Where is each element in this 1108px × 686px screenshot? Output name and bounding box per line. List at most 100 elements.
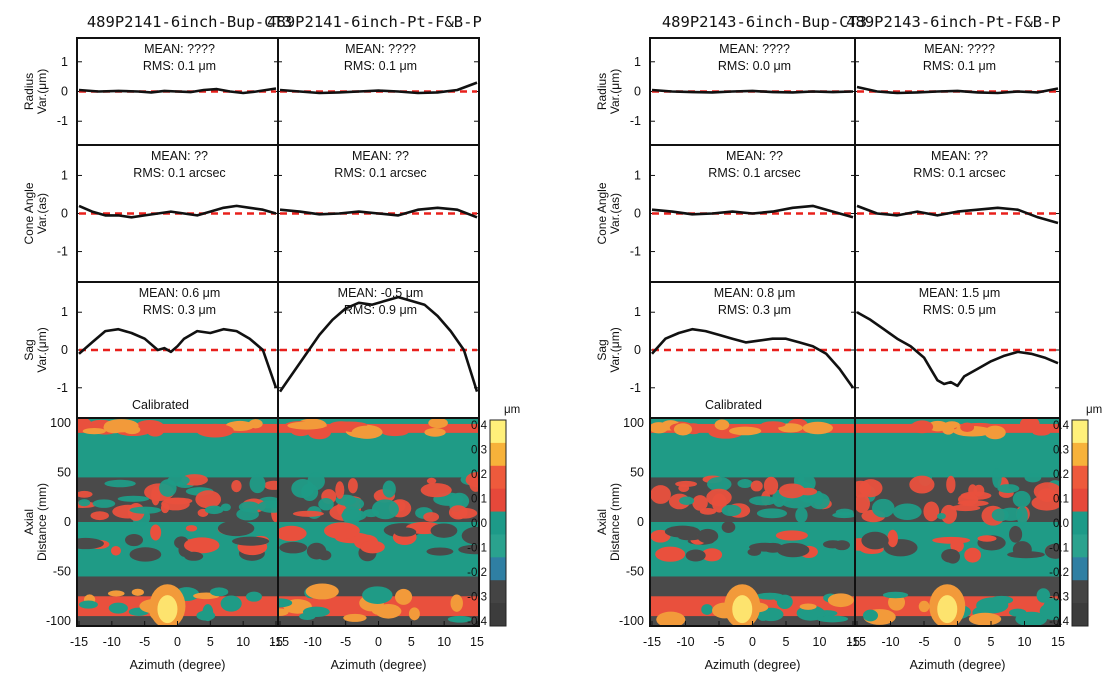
y-tick-label: 50 <box>630 465 644 479</box>
heatmap-blob <box>77 418 92 431</box>
y-tick-label: 1 <box>61 305 68 319</box>
colorbar-tick-label: -0.3 <box>467 592 487 604</box>
x-tick-label-left: 5 <box>783 635 790 649</box>
heatmap-blob <box>888 594 906 611</box>
x-tick-label-right: 5 <box>408 635 415 649</box>
colorbar-tick-label: 0.3 <box>1053 445 1069 457</box>
y-axis-label-line2: Distance (mm) <box>608 483 622 561</box>
heatmap-blob <box>656 611 686 626</box>
colorbar-segment <box>490 488 506 513</box>
heatmap-blob <box>278 598 293 608</box>
heatmap-blob <box>426 547 454 556</box>
y-tick-label: 100 <box>623 416 644 430</box>
heatmap-blob <box>129 506 162 514</box>
x-tick-label-right: 0 <box>954 635 961 649</box>
colorbar-tick-label: -0.2 <box>1049 567 1069 579</box>
y-axis-label-line2: Var.(μm) <box>35 327 49 372</box>
heatmap-blob <box>737 479 753 489</box>
stat-rms-label: RMS: 0.1 arcsec <box>913 166 1005 180</box>
colorbar-unit: μm <box>504 404 520 416</box>
y-axis-label-line1: Radius <box>595 73 609 110</box>
heatmap-blob <box>371 499 399 520</box>
heatmap-blob <box>855 494 870 514</box>
y-tick-label: 1 <box>61 168 68 182</box>
heatmap-blob <box>827 593 854 608</box>
heatmap-blob <box>123 425 141 435</box>
colorbar-segment <box>490 534 506 558</box>
heatmap-hotspot-core <box>157 595 178 624</box>
heatmap-blob <box>977 535 997 542</box>
stat-rms-label: RMS: 0.1 arcsec <box>334 166 426 180</box>
stat-mean-label: MEAN: ?? <box>151 149 208 163</box>
x-tick-label-right: -10 <box>881 635 899 649</box>
heatmap-blob <box>756 508 788 519</box>
chart-title-right: 489P2143-6inch-Pt-F&B-P <box>846 13 1061 31</box>
colorbar-segment <box>1072 511 1088 535</box>
series-line <box>78 87 277 95</box>
heatmap-blob <box>892 503 922 521</box>
heatmap-blob <box>685 549 706 562</box>
y-tick-label: 0 <box>61 343 68 357</box>
series-line <box>651 204 854 219</box>
heatmap-blob <box>678 484 690 493</box>
x-tick-label-left: -10 <box>676 635 694 649</box>
colorbar-tick-label: -0.4 <box>1049 616 1069 628</box>
heatmap-blob <box>942 424 955 435</box>
heatmap-blob <box>318 497 334 511</box>
heatmap-blob <box>108 602 128 614</box>
colorbar-unit: μm <box>1086 404 1102 416</box>
heatmap-blob <box>673 423 693 436</box>
heatmap-blob <box>655 546 686 562</box>
heatmap-blob <box>1024 472 1042 483</box>
colorbar-tick-label: 0.1 <box>471 494 487 506</box>
heatmap-blob <box>196 423 234 438</box>
figure-right-group: 489P2143-6inch-Bup-CT3489P2143-6inch-Pt-… <box>595 13 1102 672</box>
heatmap-blob <box>302 606 330 617</box>
stat-rms-label: RMS: 0.3 μm <box>143 303 216 317</box>
heatmap-blob <box>163 497 193 505</box>
heatmap-blob <box>909 475 935 494</box>
heatmap-blob <box>291 479 315 499</box>
heatmap-blob <box>1012 490 1031 508</box>
heatmap-blob <box>231 480 242 493</box>
stat-mean-label: MEAN: 0.6 μm <box>139 286 221 300</box>
heatmap-blob <box>450 594 463 612</box>
heatmap-blob <box>329 421 354 430</box>
heatmap-blob <box>950 539 964 553</box>
y-tick-label: -1 <box>630 114 641 128</box>
heatmap-blob <box>287 421 327 430</box>
heatmap-blob <box>448 505 468 520</box>
heatmap-blob <box>183 537 220 554</box>
heatmap-blob <box>110 545 121 556</box>
heatmap-blob <box>946 475 956 494</box>
y-tick-label: 0 <box>634 343 641 357</box>
heatmap-blob <box>381 428 409 437</box>
colorbar-segment <box>490 603 506 627</box>
y-axis-label-line2: Var.(μm) <box>35 69 49 114</box>
heatmap-blob <box>749 542 781 552</box>
stat-mean-label: MEAN: ?? <box>726 149 783 163</box>
y-axis-label-line2: Var.(μm) <box>608 69 622 114</box>
heatmap-blob <box>125 534 144 547</box>
heatmap-blob <box>146 424 164 437</box>
heatmap-blob <box>104 479 136 488</box>
heatmap-blob <box>937 513 946 520</box>
heatmap-blob <box>344 497 365 511</box>
heatmap-blob <box>461 526 479 545</box>
heatmap-blob <box>292 510 324 517</box>
heatmap-blob <box>245 591 263 602</box>
heatmap-blob <box>92 499 116 508</box>
y-tick-label: 0 <box>61 207 68 221</box>
y-axis-label-line2: Distance (mm) <box>35 483 49 561</box>
colorbar-frame <box>1071 419 1089 627</box>
y-tick-label: -1 <box>630 381 641 395</box>
heatmap-blob <box>997 484 1020 493</box>
y-tick-label: -1 <box>57 114 68 128</box>
colorbar-segment <box>490 557 506 581</box>
stat-mean-label: MEAN: ???? <box>924 42 995 56</box>
heatmap-blob <box>679 496 695 505</box>
heatmap-blob <box>351 425 383 439</box>
heatmap-blob <box>968 612 1002 626</box>
y-tick-label: 1 <box>634 55 641 69</box>
